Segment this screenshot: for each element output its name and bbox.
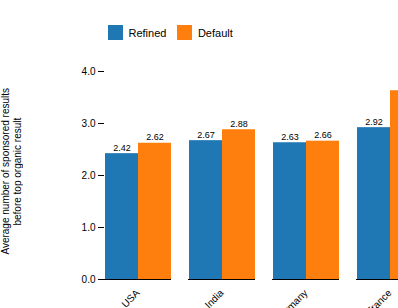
svg-text:4.0: 4.0	[82, 65, 96, 76]
svg-text:2.67: 2.67	[197, 129, 215, 139]
svg-text:2.62: 2.62	[146, 132, 164, 142]
svg-text:1.0: 1.0	[82, 221, 96, 232]
svg-text:2.42: 2.42	[113, 142, 131, 152]
html-text:Refined: Refined	[128, 26, 167, 39]
svg-text:2.92: 2.92	[365, 116, 383, 126]
svg-text:0.0: 0.0	[82, 273, 96, 284]
svg-text:2.63: 2.63	[281, 131, 299, 141]
svg-text:3.0: 3.0	[82, 117, 96, 128]
html-text:Average number of sponsored re: Average number of sponsored results befo…	[0, 88, 23, 255]
svg-text:2.0: 2.0	[82, 169, 96, 180]
svg-text:2.66: 2.66	[314, 130, 332, 140]
svg-text:France: France	[364, 286, 394, 308]
svg-text:Germany: Germany	[273, 287, 310, 308]
html-text:Default: Default	[197, 26, 233, 39]
svg-text:USA: USA	[119, 286, 142, 308]
svg-text:India: India	[203, 286, 226, 308]
svg-text:2.88: 2.88	[230, 118, 248, 128]
